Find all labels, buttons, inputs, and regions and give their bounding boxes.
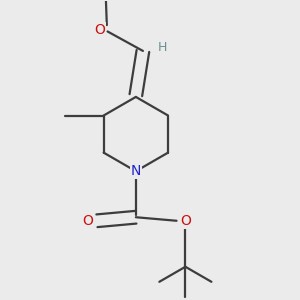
Text: O: O bbox=[94, 23, 105, 37]
Text: H: H bbox=[158, 41, 167, 54]
Text: N: N bbox=[131, 164, 141, 178]
Text: O: O bbox=[180, 214, 191, 228]
Text: O: O bbox=[82, 214, 94, 228]
